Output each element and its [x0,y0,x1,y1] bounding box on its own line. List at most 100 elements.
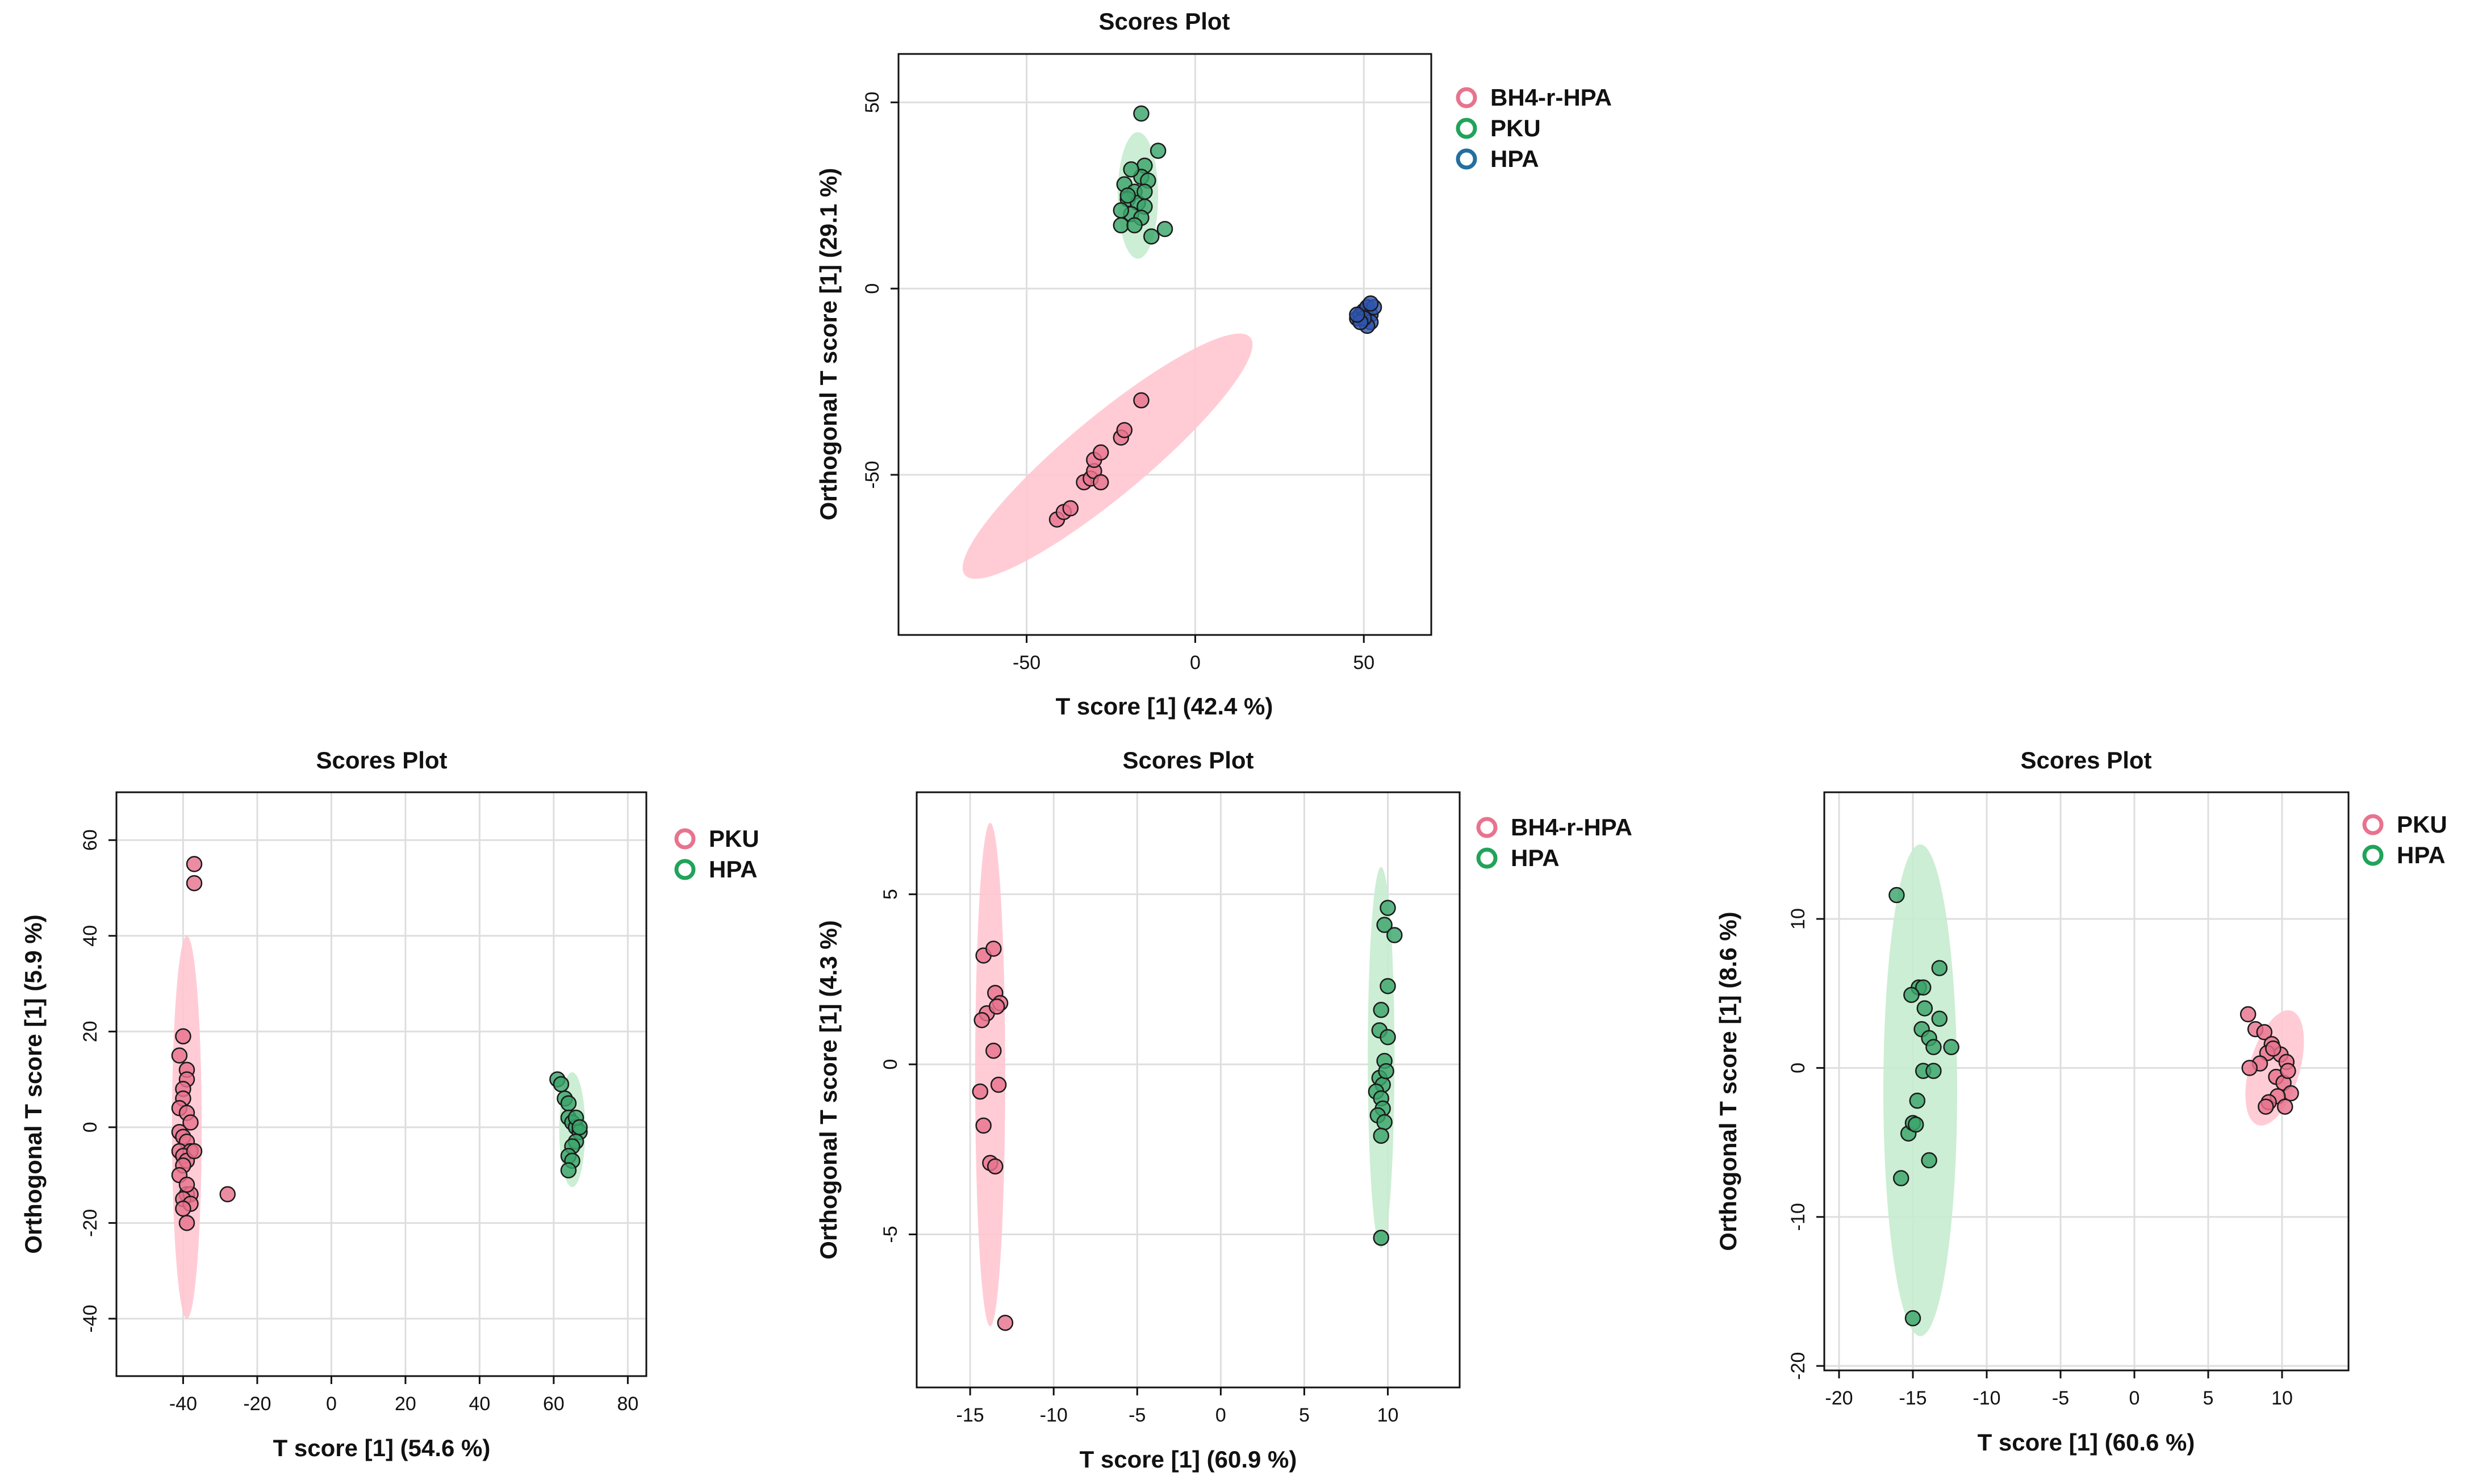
legend-marker-pku [1456,118,1477,139]
data-point-pku [186,1143,203,1160]
data-point-hpa [560,1162,577,1178]
scores-plot-4: -20 -15 -10 -5 0 5 10 10 0 -10 -20 Scores Plot T sco… [1715,747,2447,1456]
data-point-hpa [1909,1092,1926,1109]
data-point-bh4-r-hpa [1133,392,1150,409]
data-point-hpa [1943,1039,1959,1055]
data-point-pku [2283,1085,2299,1102]
data-point-pku [1143,228,1160,245]
y-tick-label: -40 [80,1305,101,1332]
x-tick-label: 0 [1215,1404,1226,1426]
x-tick-label: -5 [1129,1404,1146,1426]
data-point-hpa [1903,986,1920,1004]
legend-marker-hpa [1456,148,1477,170]
data-point-bh4-r-hpa [973,1011,990,1029]
y-tick-label: 60 [80,829,101,851]
y-tick-label: 0 [880,1059,901,1070]
x-axis-label: T score [1] (54.6 %) [273,1435,491,1461]
y-tick-label: 0 [1787,1063,1809,1073]
data-point-hpa [1380,900,1396,916]
legend: BH4-r-HPA HPA [1476,814,1632,871]
data-point-hpa [1931,1010,1948,1027]
data-point-pku [186,856,203,872]
chart-title: Scores Plot [2020,747,2151,774]
x-tick-label: 5 [2203,1387,2214,1409]
data-point-bh4-r-hpa [990,1076,1007,1093]
data-point-hpa [1904,1310,1921,1327]
y-axis-label: Orthogonal T score [1] (29.1 %) [815,168,842,521]
legend-marker-pku [2362,814,2384,835]
data-point-pku [2258,1098,2274,1115]
data-point-bh4-r-hpa [988,998,1005,1015]
data-point-hpa [560,1095,577,1111]
y-tick-label: 0 [862,283,883,294]
data-point-hpa [1362,295,1379,312]
data-point-pku [171,1047,188,1064]
data-point-hpa [1378,1063,1394,1080]
data-point-bh4-r-hpa [1092,444,1109,461]
x-tick-label: -5 [2052,1387,2069,1409]
data-point-hpa [1892,1170,1909,1186]
plot-frame [916,791,1461,1389]
x-tick-label: 50 [1353,652,1374,674]
data-point-pku [1123,161,1139,178]
x-tick-label: -40 [169,1393,197,1415]
legend-label: PKU [709,825,759,852]
data-point-pku [1113,217,1130,233]
data-point-pku [186,875,203,892]
legend-marker-hpa [674,859,696,880]
x-tick-label: 60 [543,1393,565,1415]
data-point-pku [2276,1098,2293,1115]
x-tick-label: -15 [956,1404,984,1426]
data-point-hpa [1349,306,1365,323]
legend-label: PKU [2397,811,2447,838]
data-point-bh4-r-hpa [985,1042,1002,1059]
plot-frame [115,791,647,1377]
x-axis-label: T score [1] (60.6 %) [1978,1429,2195,1456]
x-tick-label: -15 [1899,1387,1927,1409]
data-point-pku [2280,1063,2296,1079]
data-point-pku [2239,1006,2256,1023]
legend: PKU HPA [2362,811,2447,868]
x-tick-label: 80 [617,1393,638,1415]
x-tick-label: -10 [1040,1404,1068,1426]
confidence-ellipse-hpa [1883,844,1957,1336]
x-tick-label: 0 [2129,1387,2140,1409]
data-point-bh4-r-hpa [987,1158,1004,1174]
data-point-bh4-r-hpa [972,1083,989,1100]
data-point-hpa [1373,1127,1389,1144]
data-point-hpa [1925,1039,1942,1055]
legend-label: HPA [1490,145,1539,172]
legend-marker-pku [674,828,696,850]
data-point-pku [1119,187,1136,204]
y-tick-label: 10 [1787,908,1809,930]
x-tick-label: 20 [395,1393,416,1415]
data-point-hpa [1931,960,1948,976]
y-axis-label: Orthogonal T score [1] (4.3 %) [815,920,842,1259]
data-point-bh4-r-hpa [1116,422,1133,438]
x-tick-label: 10 [2271,1387,2293,1409]
data-point-hpa [1380,1029,1396,1046]
y-tick-label: 20 [80,1021,101,1042]
data-point-pku [2241,1060,2258,1076]
plot-area [962,105,1382,579]
chart-title: Scores Plot [1098,8,1230,35]
chart-title: Scores Plot [1122,747,1253,774]
x-tick-label: -10 [1973,1387,2000,1409]
data-point-bh4-r-hpa [1062,500,1079,517]
data-point-pku [1113,202,1130,219]
data-point-bh4-r-hpa [1092,474,1109,491]
data-point-pku [1136,183,1153,200]
x-tick-label: 0 [326,1393,337,1415]
x-tick-label: 5 [1299,1404,1310,1426]
data-point-pku [175,1028,191,1044]
x-tick-label: 0 [1190,652,1201,674]
data-point-pku [1156,220,1173,237]
y-tick-label: -20 [80,1209,101,1237]
scores-plot-3: -15 -10 -5 0 5 10 5 0 -5 Scores Plot T score [1] (… [815,747,1632,1473]
x-axis-label: T score [1] (60.9 %) [1080,1446,1297,1473]
legend-marker-hpa [1476,847,1498,869]
x-tick-label: -20 [243,1393,271,1415]
data-point-hpa [1925,1063,1942,1079]
x-tick-label: 40 [469,1393,490,1415]
y-tick-label: -5 [880,1226,901,1243]
